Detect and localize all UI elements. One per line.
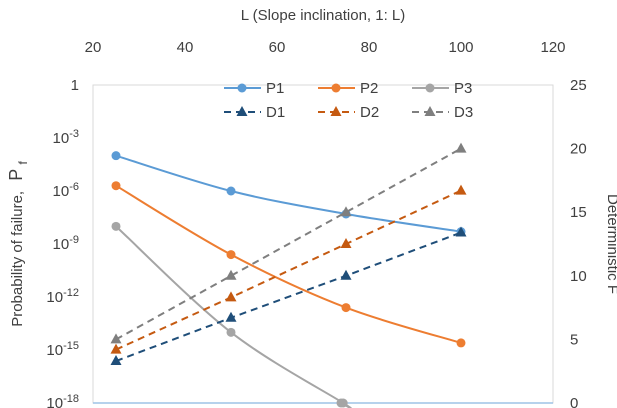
top-tick-label: 80 <box>361 39 378 56</box>
top-tick-label: 120 <box>540 39 565 56</box>
data-point-d3 <box>110 333 122 344</box>
data-point-p1 <box>226 186 236 196</box>
data-point-d3 <box>340 206 352 217</box>
top-tick-label: 60 <box>269 39 286 56</box>
right-tick-label: 10 <box>570 268 587 285</box>
legend-label-d3: D3 <box>454 104 473 121</box>
left-tick-exponent: -9 <box>69 234 79 246</box>
left-axis-title-symbol: P <box>6 169 26 181</box>
series-layer <box>110 142 467 408</box>
data-point-p2 <box>341 303 351 313</box>
top-tick-label: 20 <box>85 39 102 56</box>
data-point-d1 <box>225 311 237 322</box>
legend-label-p3: P3 <box>454 80 472 97</box>
legend-item-p2: P2 <box>318 80 378 97</box>
right-tick-label: 20 <box>570 141 587 158</box>
left-tick-base: 10 <box>53 130 70 147</box>
data-point-p2 <box>456 338 466 348</box>
legend-item-p1: P1 <box>224 80 284 97</box>
legend-item-p3: P3 <box>412 80 472 97</box>
legend-item-d1: D1 <box>224 104 285 121</box>
legend-label-d1: D1 <box>266 104 285 121</box>
right-tick-label: 0 <box>570 395 578 408</box>
left-tick-label: 10-6 <box>53 181 79 200</box>
data-point-d1 <box>340 269 352 280</box>
data-point-p3 <box>226 327 236 337</box>
data-point-p3 <box>111 221 121 231</box>
data-point-p1 <box>111 151 121 161</box>
data-point-p2 <box>226 250 236 260</box>
data-point-d3 <box>455 142 467 153</box>
plot-area-border <box>92 84 554 404</box>
left-axis-title-main: Probability of failure, <box>9 191 26 327</box>
left-tick-label: 10-3 <box>53 128 79 147</box>
legend-label-d2: D2 <box>360 104 379 121</box>
series-line-p1 <box>115 154 462 233</box>
top-tick-label: 100 <box>448 39 473 56</box>
left-tick-base: 10 <box>46 342 63 359</box>
right-tick-label: 5 <box>570 331 578 348</box>
data-point-p3 <box>336 398 346 408</box>
left-tick-label: 10-9 <box>53 234 79 253</box>
left-tick-base: 10 <box>46 289 63 306</box>
left-tick-exponent: -12 <box>63 287 79 299</box>
data-point-d2 <box>455 184 467 195</box>
data-point-d2 <box>225 291 237 302</box>
left-tick-exponent: -15 <box>63 340 79 352</box>
right-axis-title: Deterministic F <box>604 194 617 294</box>
legend-label-p1: P1 <box>266 80 284 97</box>
series-line-p2 <box>115 184 462 344</box>
left-tick-label: 10-12 <box>46 287 79 306</box>
legend-item-d3: D3 <box>412 104 473 121</box>
left-tick-base: 10 <box>53 236 70 253</box>
left-tick-exponent: -6 <box>69 181 79 193</box>
left-tick-base: 1 <box>71 77 79 94</box>
left-tick-base: 10 <box>53 183 70 200</box>
right-axis-ticks: 0 5 10 15 20 25 <box>570 77 587 408</box>
data-point-d1 <box>110 355 122 366</box>
right-tick-label: 25 <box>570 77 587 94</box>
left-tick-base: 10 <box>46 395 63 408</box>
right-tick-label: 15 <box>570 204 587 221</box>
series-line-p3 <box>115 225 352 408</box>
legend: P1 P2 P3 D1 D2 D3 <box>224 80 473 121</box>
series-line-d2 <box>115 189 462 351</box>
left-axis-title-subscript: f <box>16 161 30 165</box>
series-line-d1 <box>115 231 462 362</box>
data-point-p2 <box>111 181 121 191</box>
top-tick-label: 40 <box>177 39 194 56</box>
data-point-d2 <box>340 238 352 248</box>
top-axis-ticks: 20 40 60 80 100 120 <box>85 39 566 56</box>
data-point-d1 <box>455 226 467 237</box>
left-tick-exponent: -18 <box>63 393 79 405</box>
legend-item-d2: D2 <box>318 104 379 121</box>
legend-label-p2: P2 <box>360 80 378 97</box>
left-tick-exponent: -3 <box>69 128 79 140</box>
series-line-d3 <box>115 147 462 341</box>
left-tick-label: 1 <box>71 77 79 94</box>
svg-text:Probability of failure,: Probability of failure, P f <box>6 161 30 327</box>
top-axis-title: L (Slope inclination, 1: L) <box>241 7 406 24</box>
left-axis-title: Probability of failure, P f <box>6 161 30 327</box>
data-point-d2 <box>110 343 122 354</box>
left-tick-label: 10-18 <box>46 393 79 408</box>
data-point-d3 <box>225 269 237 280</box>
left-tick-label: 10-15 <box>46 340 79 359</box>
